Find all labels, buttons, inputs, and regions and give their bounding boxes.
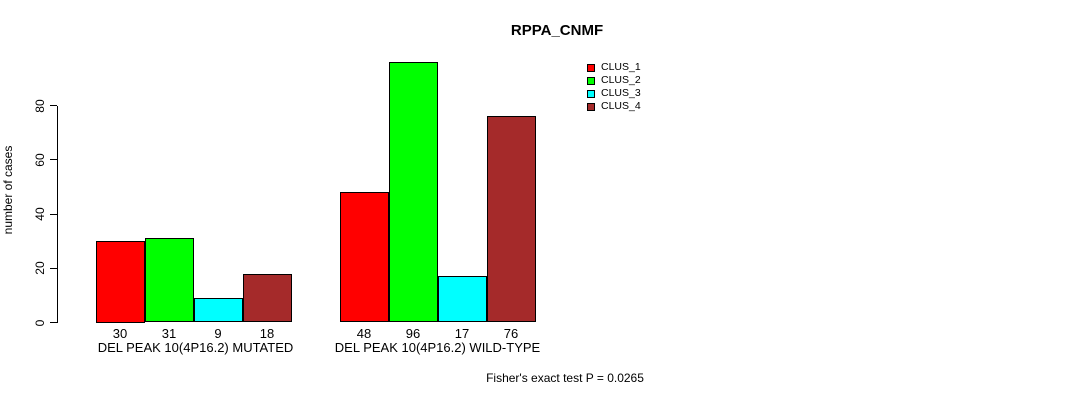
y-axis-tick	[50, 322, 57, 323]
bar-clus_4-group1	[242, 273, 292, 323]
bar-value-label: 17	[454, 326, 470, 341]
legend-item-clus_4: CLUS_4	[587, 100, 641, 113]
bar-clus_1-group1	[95, 241, 145, 323]
legend-label: CLUS_3	[601, 87, 641, 99]
y-axis-tick-label: 20	[33, 261, 47, 275]
bar-value-label: 18	[259, 326, 275, 341]
legend-swatch-icon	[587, 102, 595, 111]
y-axis-tick-label: 60	[33, 153, 47, 167]
legend: CLUS_1 CLUS_2 CLUS_3 CLUS_4	[587, 61, 641, 113]
bar-clus_2-group1	[144, 238, 194, 323]
legend-swatch-icon	[587, 89, 595, 98]
fisher-test-annotation: Fisher's exact test P = 0.0265	[486, 371, 644, 385]
bar-clus_1-group2	[339, 192, 389, 323]
bar-value-label: 48	[356, 326, 372, 341]
y-axis-tick	[50, 213, 57, 215]
chart-title: RPPA_CNMF	[510, 22, 604, 39]
legend-swatch-icon	[587, 63, 595, 72]
legend-item-clus_1: CLUS_1	[587, 61, 641, 74]
legend-item-clus_2: CLUS_2	[587, 74, 641, 87]
y-axis-tick-label: 80	[33, 98, 47, 113]
x-group-label: DEL PEAK 10(4P16.2) WILD-TYPE	[334, 340, 541, 355]
y-axis-tick	[50, 105, 57, 106]
bar-clus_3-group1	[193, 298, 243, 323]
bar-clus_4-group2	[486, 116, 536, 323]
bar-value-label: 30	[112, 326, 128, 341]
y-axis-line	[57, 105, 58, 323]
legend-label: CLUS_2	[601, 74, 641, 86]
bar-value-label: 9	[214, 326, 222, 341]
y-axis-tick	[50, 159, 57, 161]
y-axis-tick-label: 0	[33, 319, 47, 326]
bar-value-label: 76	[503, 326, 519, 341]
bar-clus_3-group2	[437, 276, 487, 323]
bar-value-label: 96	[405, 326, 421, 341]
y-axis-tick-label: 40	[33, 207, 47, 221]
legend-label: CLUS_1	[601, 61, 641, 73]
bar-value-label: 31	[161, 326, 177, 341]
bar-clus_2-group2	[388, 62, 438, 323]
legend-label: CLUS_4	[601, 100, 641, 112]
y-axis-label: number of cases	[1, 145, 15, 235]
legend-swatch-icon	[587, 76, 595, 85]
y-axis-tick	[50, 267, 57, 269]
x-group-label: DEL PEAK 10(4P16.2) MUTATED	[97, 340, 294, 355]
legend-item-clus_3: CLUS_3	[587, 87, 641, 100]
